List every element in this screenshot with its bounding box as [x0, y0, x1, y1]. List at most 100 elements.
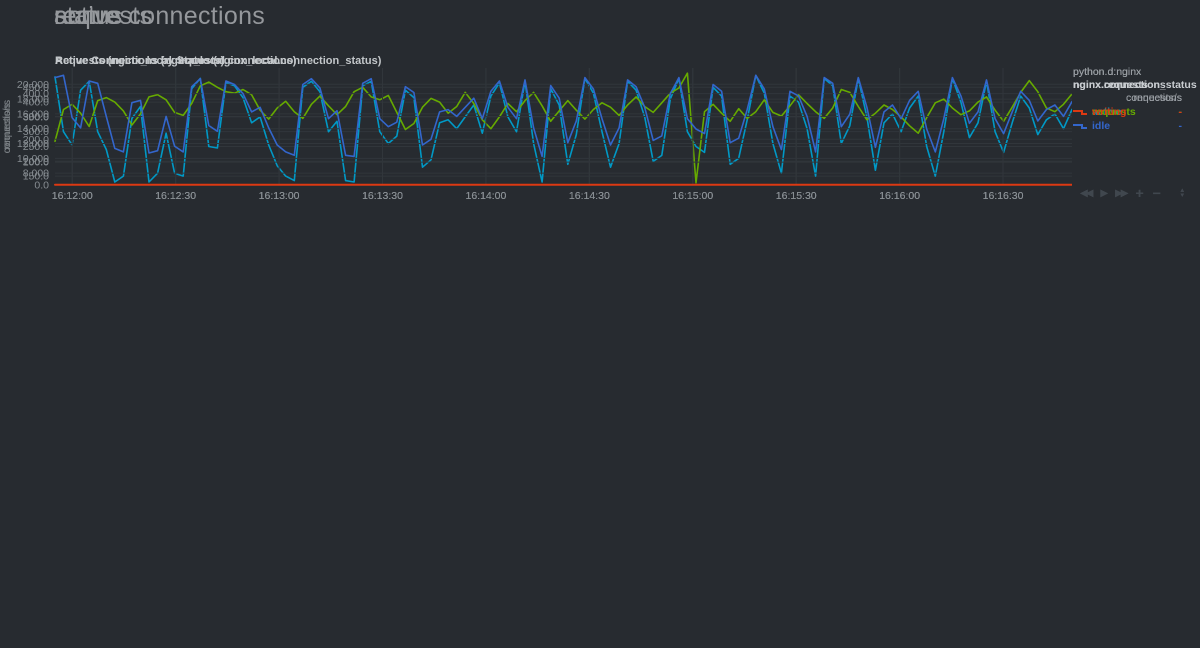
y-tick-label: 0.0 [34, 180, 49, 192]
legend-series-value: - [1178, 106, 1183, 118]
legend-series-name: active [1092, 106, 1122, 118]
y-tick-label: 20,000 [17, 79, 49, 91]
series-line-idle [54, 74, 1072, 158]
zoom-out-icon[interactable]: − [1152, 185, 1161, 201]
legend-item-idle[interactable]: idle - [1073, 120, 1182, 132]
y-axis-title: connections [2, 100, 13, 153]
x-tick-label: 16:16:30 [983, 190, 1024, 202]
legend-unit: connections [1125, 92, 1182, 104]
y-tick-label: 250.0 [23, 141, 49, 153]
zoom-in-icon[interactable]: + [1135, 185, 1144, 201]
resize-handle-icon[interactable]: ▴ ▾ [1180, 187, 1184, 199]
play-icon[interactable]: ▶ [1100, 187, 1108, 199]
legend-series-value: - [1178, 106, 1183, 118]
x-tick-label: 16:12:00 [52, 190, 93, 202]
zoom-out-icon[interactable]: − [1152, 185, 1161, 201]
x-tick-label: 16:16:00 [879, 190, 920, 202]
y-tick-label: 16,000 [17, 108, 49, 120]
chart-legend-requests: python.d:nginx nginx.requests requests/s re… [1073, 66, 1182, 118]
x-tick-label: 16:16:30 [983, 190, 1024, 202]
y-tick-label: 300.0 [23, 111, 49, 123]
y-tick-label: 10,000 [17, 153, 49, 165]
resize-handle-icon[interactable]: ▴ ▾ [1180, 187, 1184, 199]
x-tick-label: 16:14:30 [569, 190, 610, 202]
legend-context: nginx.connections [1073, 79, 1166, 91]
chart-plot-connection-status[interactable]: 16:12:00 16:12:30 16:13:00 16:13:30 16:14:00… [0, 64, 1072, 206]
zoom-in-icon[interactable]: + [1135, 185, 1144, 201]
y-tick-label: 400.0 [23, 88, 49, 100]
series-swatch-icon [1073, 109, 1087, 115]
x-tick-label: 16:16:00 [879, 190, 920, 202]
x-tick-label: 16:15:00 [672, 190, 713, 202]
x-tick-label: 16:12:00 [52, 190, 93, 202]
y-tick-label: 400.0 [23, 97, 49, 109]
y-tick-label: 150.0 [23, 171, 49, 183]
y-tick-label: 8,000 [23, 168, 49, 180]
play-icon[interactable]: ▶ [1100, 187, 1108, 199]
x-tick-label: 16:14:30 [569, 190, 610, 202]
x-tick-label: 16:16:00 [879, 190, 920, 202]
zoom-out-icon[interactable]: − [1152, 185, 1161, 201]
legend-context: nginx.connection_status [1073, 79, 1197, 91]
x-tick-label: 16:15:30 [776, 190, 817, 202]
resize-down-arrow: ▾ [1180, 192, 1184, 199]
fast-forward-icon[interactable]: ▶▶ [1115, 187, 1128, 199]
x-tick-label: 16:12:00 [52, 190, 93, 202]
legend-source: python.d:nginx [1073, 66, 1142, 78]
pan-backward-icon[interactable]: ◀◀ [1080, 187, 1093, 199]
fast-forward-icon[interactable]: ▶▶ [1115, 187, 1128, 199]
x-tick-label: 16:16:30 [983, 190, 1024, 202]
legend-source: python.d:nginx [1073, 66, 1142, 78]
chart-title-requests: Requests (nginx_local.requests) [55, 55, 225, 67]
section-heading-active-connections: active connections [54, 2, 266, 30]
y-tick-label: 100.0 [23, 157, 49, 169]
pan-backward-icon[interactable]: ◀◀ [1080, 187, 1093, 199]
x-tick-label: 16:13:30 [362, 190, 403, 202]
y-tick-label: 12,000 [17, 138, 49, 150]
chart-title-connections: Active Connections (nginx_local.connecti… [55, 55, 297, 67]
chart-toolbar-connections: ◀◀ ▶ ▶▶ + − ▴ ▾ [1080, 185, 1184, 201]
x-tick-label: 16:15:00 [672, 190, 713, 202]
section-heading-status: status [54, 2, 123, 30]
section-status: status Active Connections by Status (ngi… [0, 0, 1200, 212]
x-tick-label: 16:14:30 [569, 190, 610, 202]
x-tick-label: 16:13:30 [362, 190, 403, 202]
pan-backward-icon[interactable]: ◀◀ [1080, 187, 1093, 199]
y-tick-label: 350.0 [23, 111, 49, 123]
x-tick-label: 16:15:00 [672, 190, 713, 202]
chart-toolbar-connection-status: ◀◀ ▶ ▶▶ + − ▴ ▾ [1080, 185, 1184, 201]
resize-up-arrow: ▴ [1180, 187, 1184, 194]
legend-source: python.d:nginx [1073, 66, 1142, 78]
x-tick-label: 16:15:30 [776, 190, 817, 202]
section-heading-requests: requests [54, 2, 153, 30]
resize-down-arrow: ▾ [1180, 192, 1184, 199]
resize-down-arrow: ▾ [1180, 192, 1184, 199]
resize-up-arrow: ▴ [1180, 187, 1184, 194]
zoom-in-icon[interactable]: + [1135, 185, 1144, 201]
x-tick-label: 16:14:00 [465, 190, 506, 202]
fast-forward-icon[interactable]: ▶▶ [1115, 187, 1128, 199]
legend-series-name: idle [1092, 120, 1111, 132]
x-tick-label: 16:13:00 [259, 190, 300, 202]
chart-title-connection-status: Active Connections by Status (nginx_loca… [55, 55, 382, 67]
y-tick-label: 14,000 [17, 123, 49, 135]
x-tick-label: 16:13:30 [362, 190, 403, 202]
x-tick-label: 16:12:30 [155, 190, 196, 202]
resize-handle-icon[interactable]: ▴ ▾ [1180, 187, 1184, 199]
y-tick-label: 18,000 [17, 94, 49, 106]
series-swatch-icon [1073, 123, 1087, 129]
legend-series-value: - [1178, 120, 1183, 132]
y-axis-title: requests/s [2, 103, 13, 149]
y-tick-label: 450.0 [23, 82, 49, 94]
play-icon[interactable]: ▶ [1100, 187, 1108, 199]
y-tick-label: 300.0 [23, 126, 49, 138]
chart-legend-connection-status: python.d:nginx nginx.connection_status con… [1073, 66, 1197, 132]
legend-item-writing[interactable]: writing - [1073, 106, 1182, 118]
legend-series-value: - [1178, 106, 1183, 118]
y-axis-title: connections [2, 100, 13, 153]
legend-context: nginx.requests [1073, 79, 1148, 91]
x-tick-label: 16:15:30 [776, 190, 817, 202]
x-tick-label: 16:13:00 [259, 190, 300, 202]
x-tick-label: 16:14:00 [465, 190, 506, 202]
chart-toolbar-requests: ◀◀ ▶ ▶▶ + − ▴ ▾ [1080, 185, 1184, 201]
